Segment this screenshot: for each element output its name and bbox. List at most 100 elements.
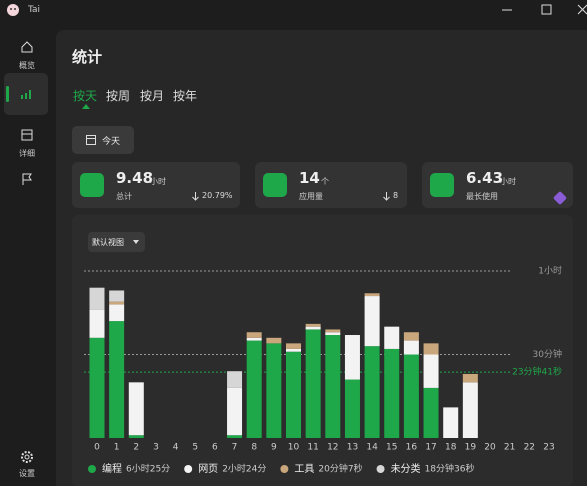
down-arrow	[383, 192, 390, 201]
card-unit: 小时	[500, 177, 516, 186]
nav-icon[interactable]	[20, 128, 34, 142]
tab-indicator	[82, 104, 90, 109]
legend-total: 6小时25分	[126, 463, 170, 475]
x-tick-label: 16	[406, 443, 418, 453]
bar-segment	[266, 337, 282, 344]
view-select-label: 默认视图	[92, 238, 124, 247]
x-tick-label: 12	[327, 443, 338, 453]
card-label: 总计	[116, 192, 132, 201]
bar-segment	[325, 335, 341, 438]
bar-segment	[266, 343, 282, 438]
bar-segment	[286, 343, 301, 349]
card-icon	[430, 173, 454, 197]
bar-segment	[462, 382, 478, 438]
x-tick-label: 19	[465, 443, 477, 453]
stat-card: 14 个 应用量 8	[255, 162, 407, 208]
x-tick-label: 0	[94, 443, 100, 453]
bar-segment	[246, 340, 262, 438]
bar-segment	[364, 293, 380, 297]
legend-swatch	[376, 465, 385, 473]
x-tick-label: 3	[153, 443, 159, 453]
tab[interactable]: 按周	[106, 89, 131, 103]
page-title: 统计	[72, 48, 103, 66]
chart-panel	[72, 215, 573, 486]
x-tick-label: 18	[445, 443, 457, 453]
reference-label: 30分钟	[533, 348, 562, 360]
date-button[interactable]: 今天	[72, 126, 134, 154]
card-value: 6.43	[466, 169, 504, 187]
tab[interactable]: 按天	[73, 89, 98, 103]
nav-icon[interactable]	[20, 88, 34, 100]
bar-segment	[305, 329, 321, 438]
bar-segment	[227, 435, 243, 438]
x-tick-label: 23	[543, 443, 554, 453]
bar-segment	[344, 379, 360, 438]
bar-segment	[89, 309, 105, 338]
x-tick-label: 10	[288, 443, 300, 453]
x-tick-label: 9	[271, 443, 277, 453]
bar-segment	[128, 382, 144, 436]
down-arrow	[192, 192, 199, 201]
bar-segment	[246, 332, 262, 338]
card-icon	[263, 173, 287, 197]
x-tick-label: 20	[484, 443, 496, 453]
dropdown-arrow	[133, 240, 139, 244]
x-tick-label: 11	[307, 443, 318, 453]
legend-label: 编程	[102, 462, 122, 475]
legend-total: 2小时24分	[222, 463, 266, 475]
bar-segment	[364, 296, 380, 347]
tab[interactable]: 按月	[140, 89, 165, 103]
bar-segment	[325, 332, 341, 336]
x-tick-label: 22	[524, 443, 535, 453]
legend-swatch	[280, 465, 289, 473]
window-title: Tai	[28, 5, 41, 15]
reference-label: 23分钟41秒	[512, 366, 562, 378]
card-icon	[80, 173, 104, 197]
date-label: 今天	[102, 137, 121, 147]
bar-segment	[403, 332, 419, 341]
bar-segment	[462, 373, 478, 383]
x-tick-label: 7	[232, 443, 238, 453]
legend-swatch	[88, 465, 96, 473]
x-tick-label: 13	[347, 443, 358, 453]
bar-segment	[364, 346, 380, 438]
bar-segment	[109, 301, 125, 305]
nav-icon[interactable]	[20, 172, 34, 186]
bar-segment	[246, 337, 262, 341]
bar-segment	[109, 321, 125, 438]
bar-segment	[325, 329, 341, 333]
legend-total: 20分钟7秒	[318, 463, 362, 475]
x-tick-label: 1	[114, 443, 120, 453]
nav-label[interactable]: 设置	[19, 469, 35, 478]
x-tick-label: 8	[251, 443, 257, 453]
window-controls[interactable]	[500, 0, 587, 20]
card-label: 最长使用	[466, 192, 498, 201]
bar-segment	[443, 407, 459, 438]
nav-label[interactable]: 详细	[19, 149, 35, 158]
bar-segment	[89, 287, 105, 310]
app-icon	[7, 4, 19, 16]
bar-segment	[109, 304, 125, 322]
bar-segment	[423, 387, 439, 438]
card-change: 20.79%	[202, 191, 233, 200]
x-tick-label: 15	[386, 443, 397, 453]
x-tick-label: 14	[366, 443, 378, 453]
stat-card: 6.43 小时 最长使用	[422, 162, 573, 208]
nav-label[interactable]: 概览	[19, 61, 35, 70]
bar-segment	[128, 435, 144, 438]
card-unit: 小时	[150, 177, 166, 186]
bar-segment	[227, 387, 243, 436]
x-tick-label: 4	[173, 443, 179, 453]
bar-segment	[384, 348, 400, 438]
nav-icon[interactable]	[20, 450, 34, 464]
x-tick-label: 5	[192, 443, 198, 453]
bar-segment	[286, 351, 301, 438]
card-value: 14	[299, 169, 320, 187]
tab[interactable]: 按年	[173, 89, 198, 103]
nav-icon[interactable]	[20, 40, 34, 54]
legend-label: 网页	[198, 463, 218, 475]
view-select[interactable]: 默认视图	[88, 232, 145, 252]
app-logo	[552, 190, 568, 206]
